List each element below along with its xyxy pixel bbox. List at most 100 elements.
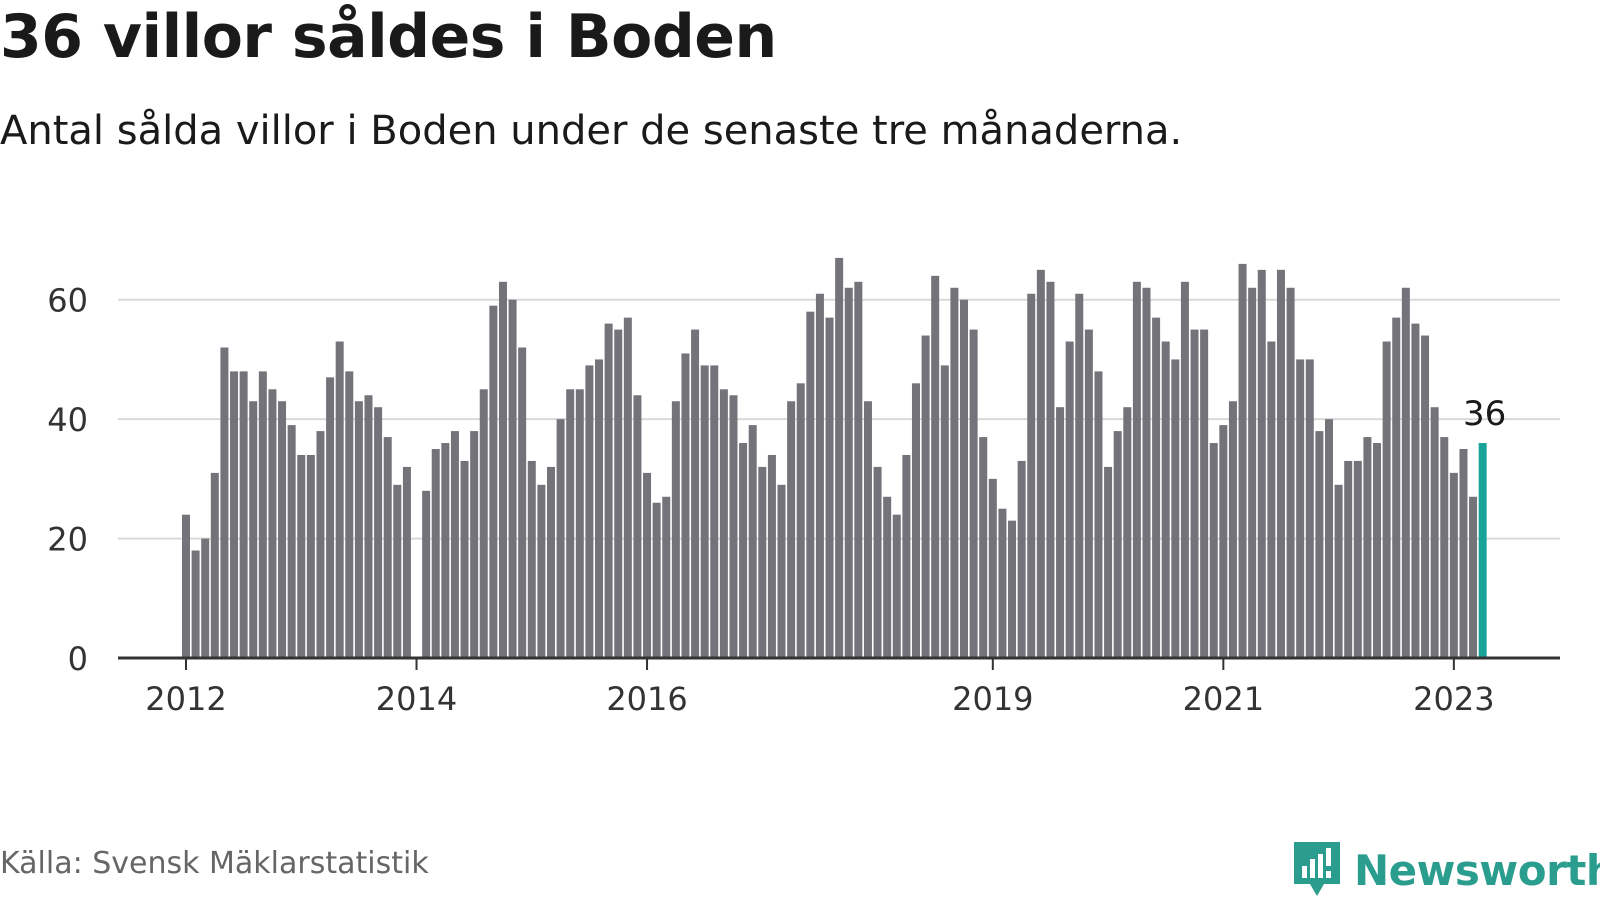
bar bbox=[278, 401, 287, 658]
bar bbox=[546, 466, 555, 658]
bar bbox=[1084, 329, 1093, 658]
bar bbox=[306, 454, 315, 658]
bar bbox=[460, 460, 469, 658]
bar bbox=[182, 514, 190, 658]
bar bbox=[345, 371, 354, 658]
bar bbox=[1401, 287, 1410, 658]
bar bbox=[873, 466, 882, 658]
bar bbox=[1123, 407, 1132, 658]
bar bbox=[201, 538, 210, 658]
bar bbox=[1469, 496, 1478, 658]
bar bbox=[374, 407, 383, 658]
bar bbox=[1113, 431, 1122, 658]
bar bbox=[1228, 401, 1237, 658]
y-tick-label: 60 bbox=[47, 282, 88, 320]
bar bbox=[902, 454, 911, 658]
bar bbox=[335, 341, 344, 658]
bar bbox=[450, 431, 459, 658]
bar bbox=[239, 371, 248, 658]
bar bbox=[1171, 359, 1180, 658]
bar bbox=[287, 425, 296, 658]
bar bbox=[1353, 460, 1362, 658]
bar bbox=[595, 359, 604, 658]
bar bbox=[1036, 269, 1045, 658]
bar bbox=[258, 371, 267, 658]
bar bbox=[230, 371, 239, 658]
bar bbox=[1440, 437, 1449, 658]
chart-subtitle: Antal sålda villor i Boden under de sena… bbox=[0, 108, 1183, 154]
bar bbox=[1027, 293, 1036, 658]
bar bbox=[479, 389, 488, 658]
x-tick-label: 2012 bbox=[145, 680, 226, 718]
bar bbox=[1334, 484, 1343, 658]
bar bbox=[1382, 341, 1391, 658]
bar bbox=[748, 425, 757, 658]
bar bbox=[1104, 466, 1113, 658]
bar bbox=[1180, 281, 1189, 658]
y-tick-label: 20 bbox=[47, 521, 88, 559]
bar bbox=[844, 287, 853, 658]
x-tick-label: 2023 bbox=[1413, 680, 1494, 718]
bar bbox=[652, 502, 661, 658]
source-note: Källa: Svensk Mäklarstatistik bbox=[0, 846, 429, 881]
bar bbox=[1325, 419, 1333, 658]
bar bbox=[911, 383, 920, 658]
bar bbox=[537, 484, 546, 658]
bar bbox=[863, 401, 872, 658]
bar bbox=[777, 484, 786, 658]
bar bbox=[441, 443, 450, 658]
bar bbox=[835, 257, 844, 658]
bar bbox=[662, 496, 671, 658]
highlight-value-label: 36 bbox=[1463, 394, 1506, 434]
bar bbox=[988, 478, 997, 658]
bar bbox=[921, 335, 930, 658]
y-tick-label: 0 bbox=[68, 640, 88, 678]
chart-title: 36 villor såldes i Boden bbox=[0, 2, 777, 72]
bar bbox=[1421, 335, 1430, 658]
bar bbox=[1411, 323, 1420, 658]
bar bbox=[1286, 287, 1295, 658]
bar bbox=[1449, 472, 1458, 658]
bar bbox=[614, 329, 623, 658]
bar bbox=[681, 353, 690, 658]
labels: 0 20 40 60 36 2012 2014 2016 2019 2021 2023 bbox=[47, 282, 1506, 718]
bar bbox=[1142, 287, 1151, 658]
bar bbox=[960, 299, 968, 658]
bar bbox=[806, 311, 815, 658]
bar bbox=[585, 365, 594, 658]
bar bbox=[508, 299, 517, 658]
bar bbox=[1315, 431, 1324, 658]
bar bbox=[431, 449, 440, 658]
bar bbox=[1161, 341, 1170, 658]
bar bbox=[940, 365, 949, 658]
x-tick-label: 2016 bbox=[606, 680, 687, 718]
bar bbox=[1363, 437, 1372, 658]
bar bbox=[633, 395, 642, 658]
bar bbox=[1238, 263, 1247, 658]
bar bbox=[1305, 359, 1314, 658]
bar bbox=[1075, 293, 1084, 658]
bar bbox=[354, 401, 363, 658]
x-tick-label: 2019 bbox=[952, 680, 1033, 718]
bar bbox=[566, 389, 575, 658]
bar bbox=[1094, 371, 1103, 658]
bar bbox=[556, 419, 565, 658]
bars bbox=[182, 257, 1487, 658]
bar bbox=[1459, 449, 1468, 658]
bar bbox=[758, 466, 767, 658]
bar bbox=[1132, 281, 1141, 658]
bar bbox=[729, 395, 738, 658]
bar bbox=[393, 484, 402, 658]
brand[interactable]: Newsworthy bbox=[1292, 840, 1600, 900]
bar bbox=[268, 389, 277, 658]
bar bbox=[1373, 443, 1382, 658]
bar bbox=[719, 389, 728, 658]
bar bbox=[316, 431, 325, 658]
axes bbox=[118, 656, 1560, 670]
bar bbox=[1344, 460, 1353, 658]
bar bbox=[1276, 269, 1285, 658]
bar bbox=[671, 401, 680, 658]
bar bbox=[796, 383, 805, 658]
bar bbox=[623, 317, 632, 658]
